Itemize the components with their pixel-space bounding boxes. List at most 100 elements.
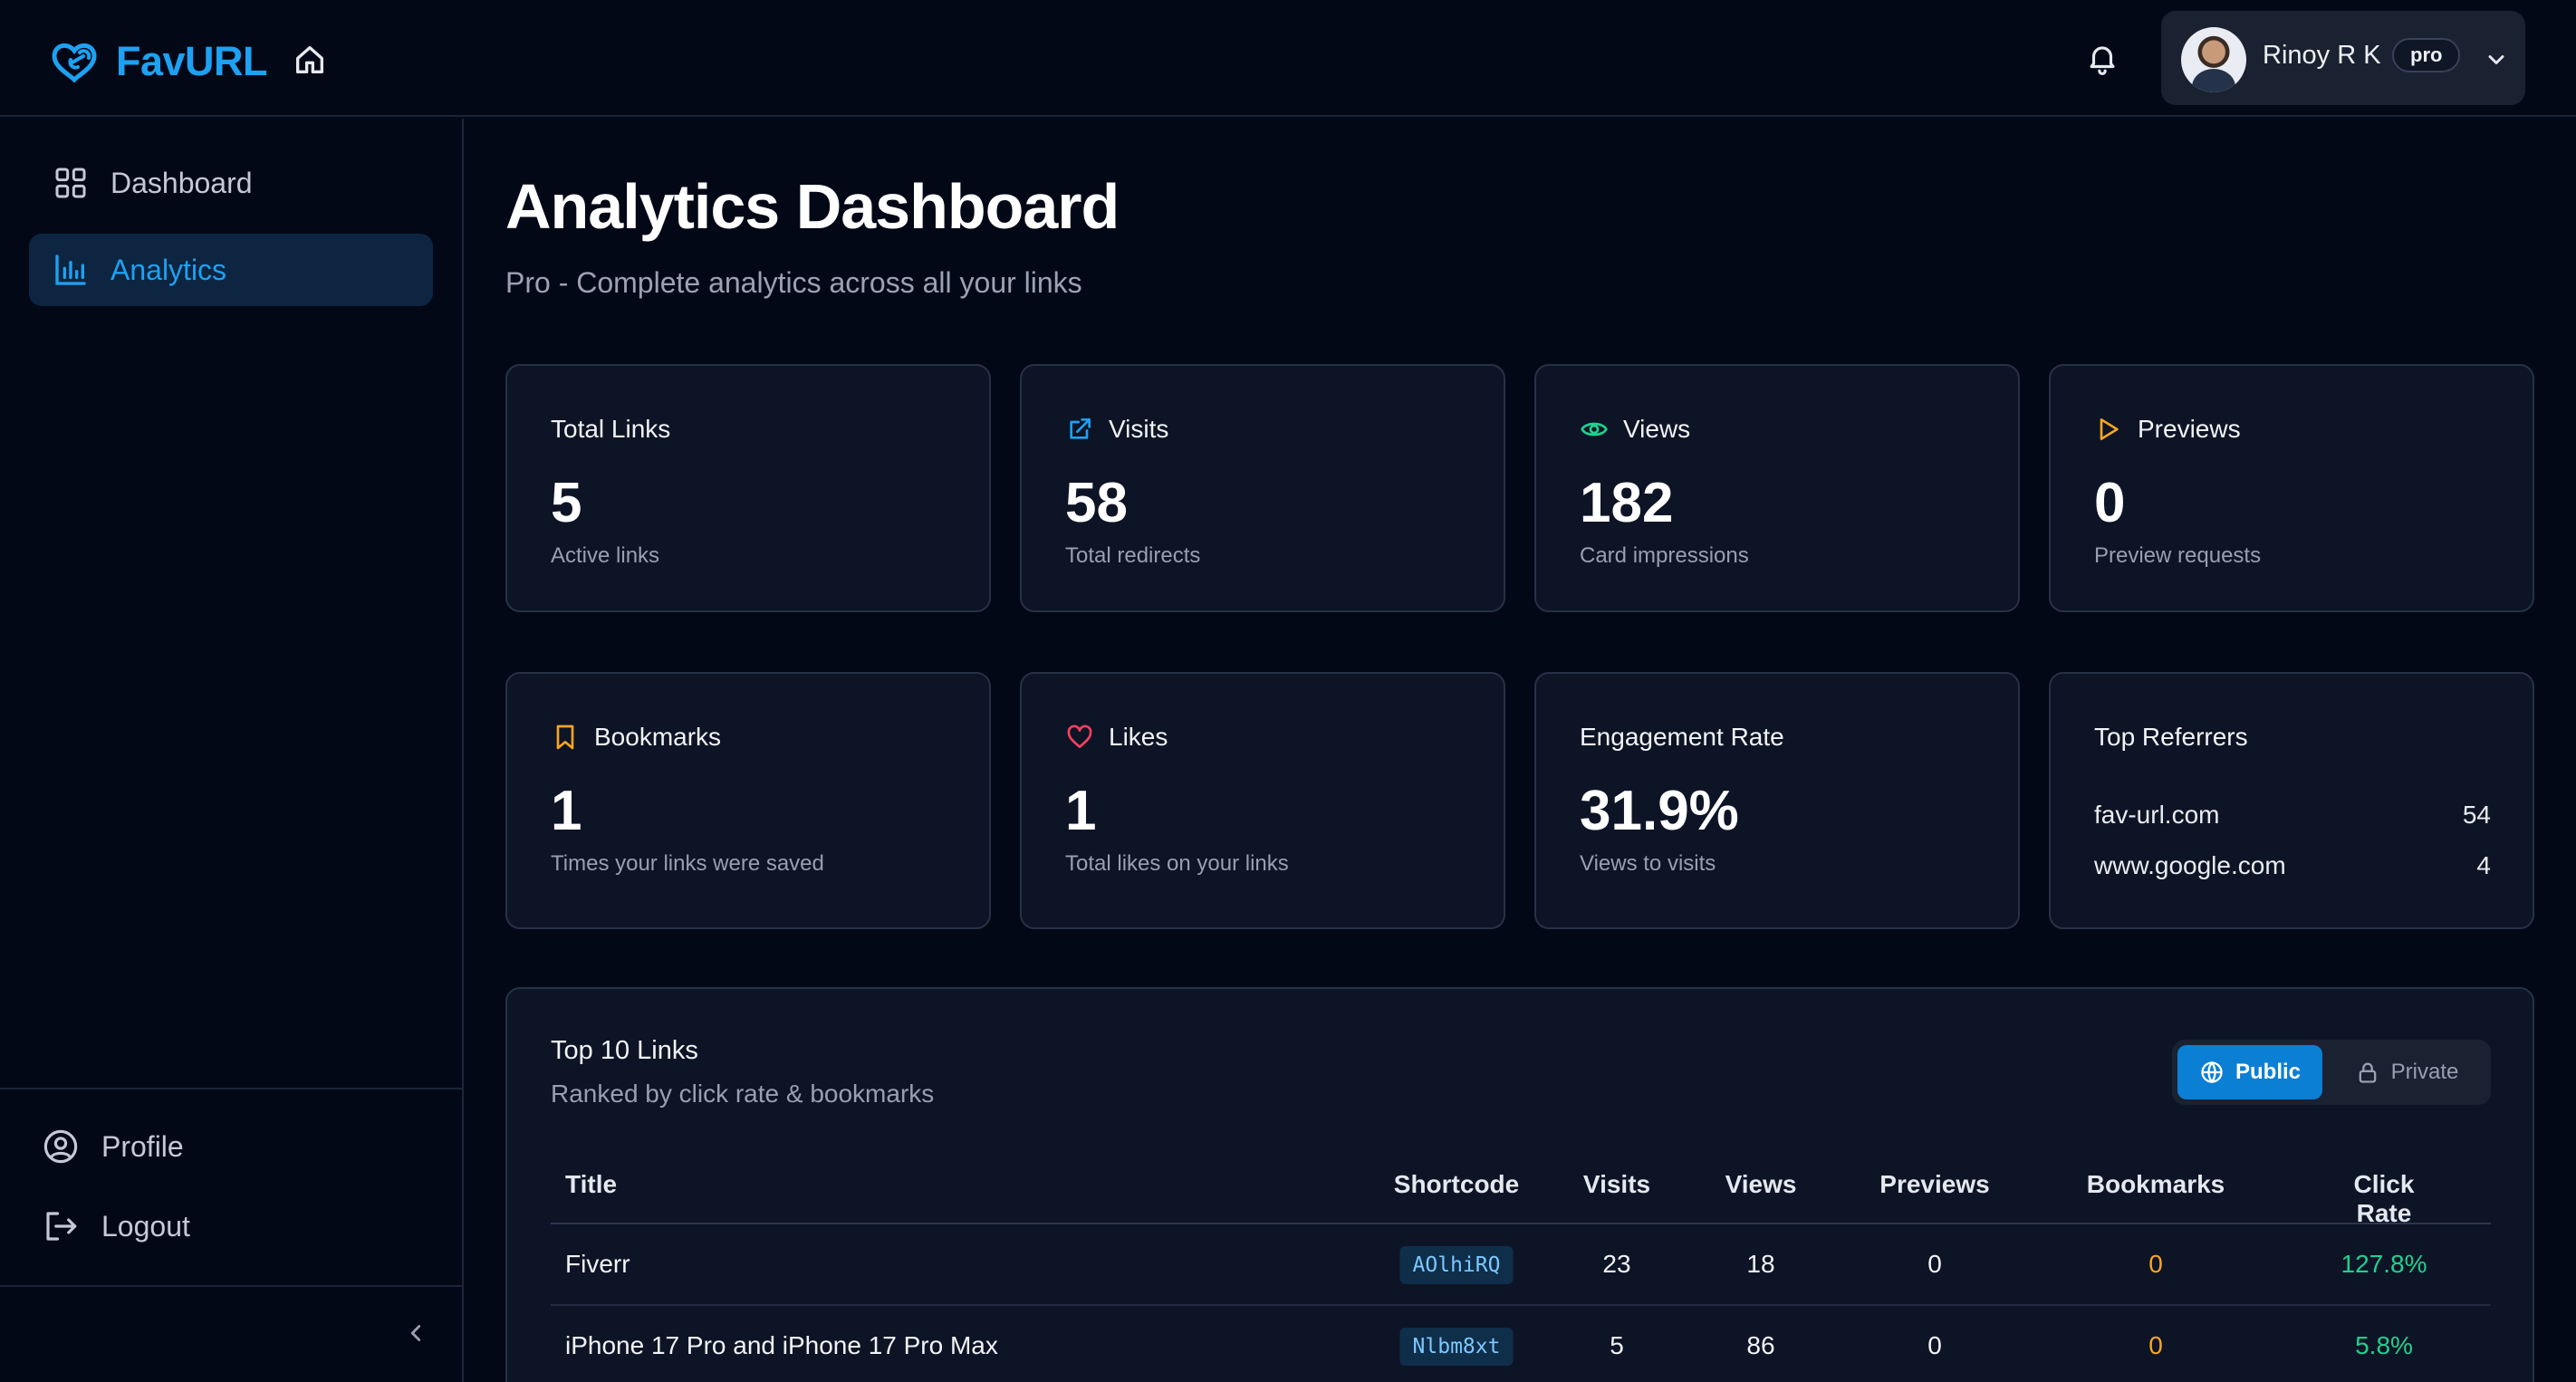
heart-link-icon: [52, 43, 97, 83]
top-referrers-card: Top Referrers fav-url.com 54 www.google.…: [2049, 672, 2534, 929]
visibility-toggle: Public Private: [2172, 1040, 2491, 1105]
user-circle-icon: [43, 1129, 78, 1164]
private-tab[interactable]: Private: [2331, 1045, 2482, 1099]
column-header-previews[interactable]: Previews: [1879, 1170, 1990, 1198]
eye-icon: [1581, 422, 1608, 437]
page-subtitle: Pro - Complete analytics across all your…: [505, 266, 1082, 299]
logout-icon: [46, 1212, 77, 1241]
shortcode-chip[interactable]: AOlhiRQ: [1399, 1246, 1514, 1284]
card-value: 58: [1065, 472, 1128, 534]
card-description: Times your links were saved: [551, 851, 824, 876]
bookmarks-value: 0: [2148, 1331, 2163, 1359]
column-header-title[interactable]: Title: [565, 1170, 618, 1198]
table-row[interactable]: iPhone 17 Pro and iPhone 17 Pro Max Nlbm…: [551, 1306, 2491, 1382]
card-header: Views: [1580, 415, 1690, 444]
top-links-panel: Top 10 Links Ranked by click rate & book…: [505, 987, 2534, 1382]
stat-card-previews: Previews 0 Preview requests: [2049, 364, 2534, 612]
stat-card-engagement-rate: Engagement Rate 31.9% Views to visits: [1534, 672, 2020, 929]
bookmarks-value: 0: [2148, 1250, 2163, 1278]
heart-icon: [1067, 725, 1092, 748]
column-header-visits[interactable]: Visits: [1582, 1170, 1651, 1198]
sidebar-item-label: Dashboard: [111, 166, 253, 199]
collapse-sidebar-button[interactable]: [402, 1320, 429, 1347]
click-rate-value: 127.8%: [2341, 1250, 2427, 1278]
stat-card-visits: Visits 58 Total redirects: [1020, 364, 1505, 612]
previews-value: 0: [1927, 1331, 1942, 1359]
avatar: [2181, 27, 2246, 92]
card-title: Views: [1623, 415, 1691, 443]
column-header-shortcode[interactable]: Shortcode: [1393, 1170, 1520, 1198]
column-header-views[interactable]: Views: [1725, 1170, 1797, 1198]
card-header: Top Referrers: [2094, 723, 2248, 752]
card-title: Likes: [1109, 723, 1168, 751]
bar-chart-icon: [55, 254, 86, 285]
sidebar: Dashboard Analytics Profile Logout: [0, 119, 464, 1382]
chevron-left-icon: [410, 1325, 421, 1341]
card-header: Visits: [1065, 415, 1168, 444]
sidebar-divider: [0, 1285, 462, 1287]
home-button[interactable]: [292, 42, 328, 78]
top-bar: FavURL Rinoy R K pro: [0, 0, 2576, 117]
public-tab-label: Public: [2235, 1060, 2301, 1084]
card-title: Bookmarks: [594, 723, 722, 751]
stat-card-likes: Likes 1 Total likes on your links: [1020, 672, 1505, 929]
play-icon: [2100, 418, 2119, 440]
link-title[interactable]: Fiverr: [565, 1250, 630, 1278]
sidebar-item-dashboard[interactable]: Dashboard: [29, 147, 433, 219]
card-value: 31.9%: [1580, 780, 1739, 842]
column-header-bookmarks[interactable]: Bookmarks: [2086, 1170, 2225, 1198]
referrer-domain: fav-url.com: [2094, 801, 2220, 829]
card-header: Likes: [1065, 723, 1168, 752]
brand-logo[interactable]: FavURL: [47, 38, 268, 85]
referrer-count: 4: [2476, 851, 2491, 879]
table-header: Title Shortcode Visits Views Previews Bo…: [551, 1152, 2491, 1227]
sidebar-item-label: Logout: [101, 1209, 190, 1243]
card-value: 182: [1580, 472, 1674, 534]
lock-icon: [2359, 1062, 2376, 1083]
card-value: 1: [551, 780, 582, 842]
sidebar-item-logout[interactable]: Logout: [42, 1207, 190, 1245]
stat-card-views: Views 182 Card impressions: [1534, 364, 2020, 612]
card-description: Total redirects: [1065, 543, 1201, 568]
card-description: Active links: [551, 543, 660, 568]
stat-card-total-links: Total Links 5 Active links: [505, 364, 991, 612]
column-header-click-rate[interactable]: Click Rate: [2353, 1170, 2415, 1227]
shortcode-chip[interactable]: Nlbm8xt: [1399, 1328, 1514, 1366]
notifications-button[interactable]: [2085, 41, 2119, 75]
click-rate-value: 5.8%: [2355, 1331, 2413, 1359]
card-title: Visits: [1109, 415, 1169, 443]
card-header: Previews: [2094, 415, 2241, 444]
views-value: 18: [1746, 1250, 1775, 1278]
referrer-domain: www.google.com: [2094, 851, 2286, 879]
public-tab[interactable]: Public: [2177, 1045, 2322, 1099]
card-description: Preview requests: [2094, 543, 2262, 568]
bell-icon: [2090, 46, 2115, 75]
user-menu-toggle[interactable]: [2484, 47, 2509, 72]
stat-card-bookmarks: Bookmarks 1 Times your links were saved: [505, 672, 991, 929]
user-menu[interactable]: Rinoy R K pro: [2161, 11, 2525, 105]
card-title: Engagement Rate: [1580, 723, 1784, 751]
card-description: Card impressions: [1580, 543, 1749, 568]
sidebar-item-label: Profile: [101, 1129, 184, 1163]
sidebar-item-analytics[interactable]: Analytics: [29, 234, 433, 306]
top-links-table: Title Shortcode Visits Views Previews Bo…: [551, 1152, 2491, 1382]
external-link-icon: [1070, 418, 1091, 439]
card-title: Total Links: [551, 415, 671, 443]
referrer-row: www.google.com 4: [2094, 851, 2491, 880]
visits-value: 5: [1610, 1331, 1624, 1359]
brand-name: FavURL: [116, 38, 268, 84]
sidebar-item-label: Analytics: [111, 253, 227, 286]
page-title: Analytics Dashboard: [505, 171, 1120, 242]
card-title: Top Referrers: [2094, 723, 2248, 751]
table-row[interactable]: Fiverr AOlhiRQ 23 18 0 0 127.8%: [551, 1224, 2491, 1306]
link-title[interactable]: iPhone 17 Pro and iPhone 17 Pro Max: [565, 1331, 998, 1359]
referrer-count: 54: [2462, 801, 2491, 829]
card-value: 0: [2094, 472, 2126, 534]
sidebar-divider: [0, 1088, 462, 1089]
panel-title: Top 10 Links: [551, 1036, 698, 1065]
referrer-row: fav-url.com 54: [2094, 801, 2491, 830]
globe-icon: [2201, 1060, 2223, 1084]
user-name: Rinoy R K: [2263, 41, 2381, 70]
card-description: Total likes on your links: [1065, 851, 1289, 876]
sidebar-item-profile[interactable]: Profile: [42, 1128, 184, 1166]
